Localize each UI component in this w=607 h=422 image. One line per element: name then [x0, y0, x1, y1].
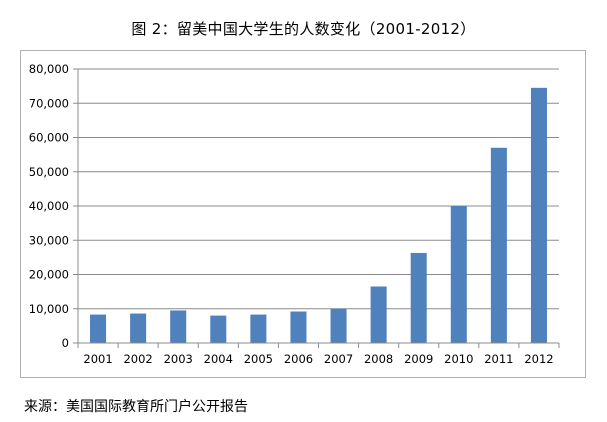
bar-2010	[450, 206, 467, 343]
bar-2006	[290, 311, 307, 343]
bar-2004	[210, 315, 227, 343]
bar-2005	[250, 314, 267, 343]
x-tick-label: 2001	[83, 352, 112, 366]
bar-2009	[410, 252, 427, 343]
y-tick-label: 40,000	[29, 199, 69, 213]
x-tick-label: 2010	[444, 352, 473, 366]
axes	[73, 68, 560, 348]
y-tick-label: 10,000	[29, 302, 69, 316]
y-tick-label: 50,000	[29, 165, 69, 179]
x-tick-label: 2009	[404, 352, 433, 366]
bar-chart: 0 10,000 20,000 30,000 40,000 50,000 60,000 70,…	[29, 62, 560, 366]
x-tick-label: 2002	[123, 352, 152, 366]
y-tick-label: 30,000	[29, 233, 69, 247]
x-tick-label: 2003	[164, 352, 193, 366]
y-tick-label: 70,000	[29, 96, 69, 110]
x-tick-label: 2007	[324, 352, 353, 366]
x-tick-labels: 2001 2002 2003 2004 2005 2006 2007 2008 2009 2010…	[83, 352, 553, 366]
bars	[90, 87, 547, 344]
x-tick-label: 2011	[484, 352, 513, 366]
bar-2003	[170, 310, 187, 343]
chart-frame: 0 10,000 20,000 30,000 40,000 50,000 60,000 70,…	[20, 50, 586, 378]
bar-2011	[490, 147, 507, 343]
y-tick-label: 80,000	[29, 62, 69, 76]
bar-2008	[370, 286, 387, 343]
y-tick-label: 0	[62, 336, 69, 350]
bar-2012	[530, 87, 547, 344]
source-note: 来源：美国国际教育所门户公开报告	[24, 399, 248, 415]
chart-title: 图 2：留美中国大学生的人数变化（2001-2012）	[131, 20, 476, 38]
x-tick-label: 2005	[244, 352, 273, 366]
gridlines	[78, 68, 559, 310]
bar-2001	[90, 314, 107, 343]
y-tick-labels: 0 10,000 20,000 30,000 40,000 50,000 60,000 70,…	[29, 62, 69, 350]
bar-2007	[330, 308, 347, 343]
y-tick-label: 20,000	[29, 268, 69, 282]
bar-2002	[130, 313, 147, 343]
y-tick-label: 60,000	[29, 131, 69, 145]
x-tick-label: 2004	[204, 352, 233, 366]
x-tick-label: 2006	[284, 352, 313, 366]
x-tick-label: 2012	[524, 352, 553, 366]
x-tick-label: 2008	[364, 352, 393, 366]
